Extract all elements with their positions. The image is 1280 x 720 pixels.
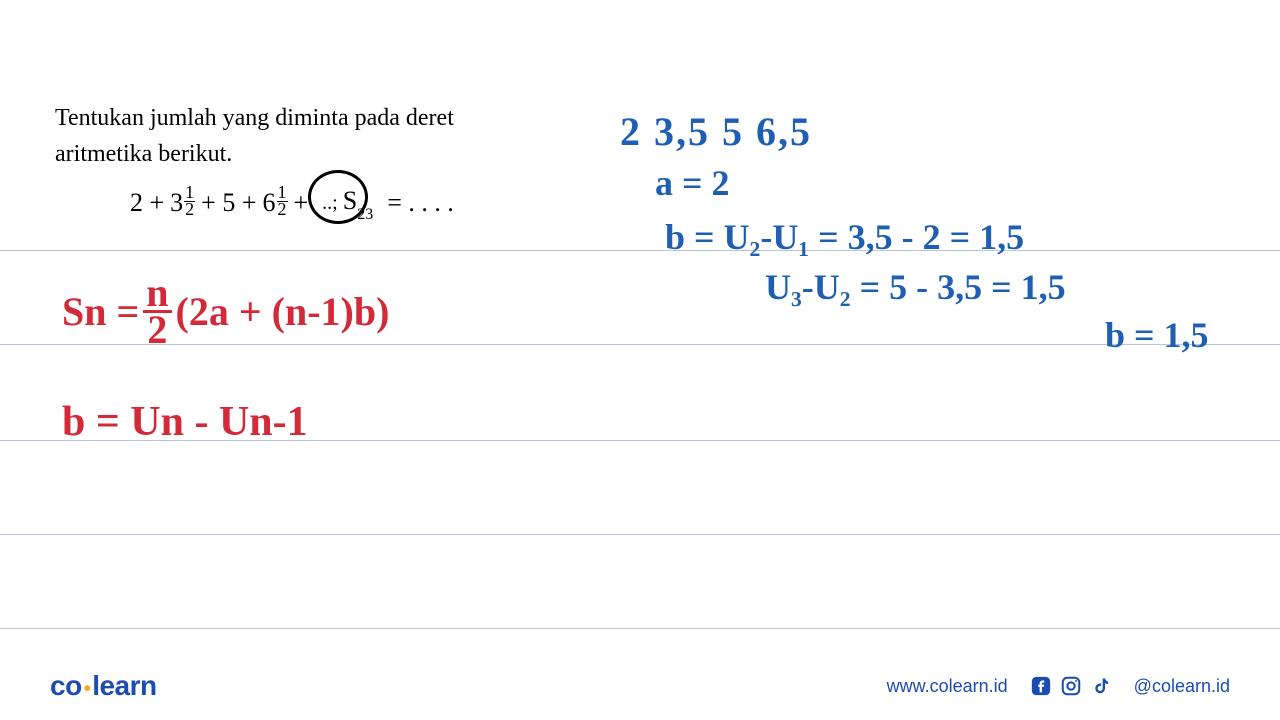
mixed-fraction-2: 6 1 2 [263, 187, 288, 219]
ruled-line [0, 250, 1280, 251]
ruled-line [0, 534, 1280, 535]
problem-line-1: Tentukan jumlah yang diminta pada deret [55, 100, 454, 136]
series-mid-1: + 5 + [201, 188, 256, 218]
colearn-logo: co•learn [50, 670, 157, 702]
series-prefix: 2 + [130, 188, 164, 218]
circled-term: ..; S23 [314, 180, 381, 226]
problem-equation: 2 + 3 1 2 + 5 + 6 1 2 + ..; S23 = . . . … [130, 180, 454, 226]
footer-right: www.colearn.id @colearn.id [887, 675, 1230, 697]
series-mid-2: + [294, 188, 309, 218]
blue-a-value: a = 2 [655, 162, 730, 204]
blue-b-calc: b = U₂-U₁ = 3,5 - 2 = 1,5 [665, 216, 1024, 258]
footer-handle: @colearn.id [1134, 676, 1230, 697]
footer-url: www.colearn.id [887, 676, 1008, 697]
sn-fraction: n 2 [143, 276, 171, 347]
blue-u3-calc: U₃-U₂ = 5 - 3,5 = 1,5 [765, 266, 1066, 308]
problem-line-2: aritmetika berikut. [55, 136, 232, 172]
red-sn-formula: Sn = n 2 (2a + (n-1)b) [62, 276, 389, 347]
red-b-formula: b = Un - Un-1 [62, 398, 308, 446]
footer: co•learn www.colearn.id @colearn.id [0, 652, 1280, 720]
mixed-fraction-1: 3 1 2 [170, 187, 195, 219]
instagram-icon [1060, 675, 1082, 697]
ruled-line [0, 628, 1280, 629]
social-icons [1030, 675, 1112, 697]
series-dots: = . . . . [387, 188, 454, 218]
facebook-icon [1030, 675, 1052, 697]
tiktok-icon [1090, 675, 1112, 697]
blue-sequence: 2 3,5 5 6,5 [620, 108, 812, 155]
blue-b-result: b = 1,5 [1105, 314, 1209, 356]
